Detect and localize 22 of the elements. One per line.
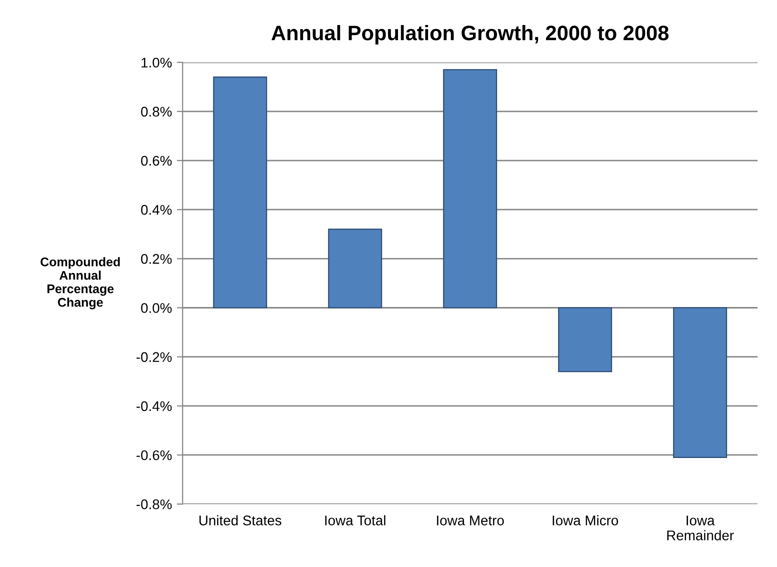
x-tick-label: Iowa Total — [325, 515, 386, 526]
y-tick-label: -0.4% — [136, 401, 172, 412]
y-tick-label: 0.4% — [141, 204, 172, 215]
bar — [213, 76, 268, 308]
y-tick-label: 0.2% — [141, 254, 172, 264]
y-tick-label: 0.0% — [141, 303, 172, 313]
x-tick-label: Iowa Micro — [552, 515, 618, 526]
bar — [558, 307, 612, 372]
y-tick-label: -0.2% — [136, 352, 172, 362]
y-tick-label: 0.6% — [141, 156, 172, 166]
x-tick-label: United States — [199, 515, 282, 526]
x-tick-label: Iowa Metro — [437, 516, 504, 526]
bar — [443, 69, 498, 308]
y-tick-label: -0.8% — [136, 499, 172, 510]
y-axis-title: Compounded Annual Percentage Change — [40, 257, 120, 310]
chart-title: Annual Population Growth, 2000 to 2008 — [272, 25, 669, 44]
x-tick-label: Iowa Remainder — [667, 516, 734, 540]
y-tick-label: -0.6% — [136, 450, 172, 460]
y-tick-label: 1.0% — [142, 58, 172, 68]
y-tick-label: 0.8% — [141, 106, 172, 117]
bar — [328, 228, 382, 308]
bar — [673, 307, 728, 458]
